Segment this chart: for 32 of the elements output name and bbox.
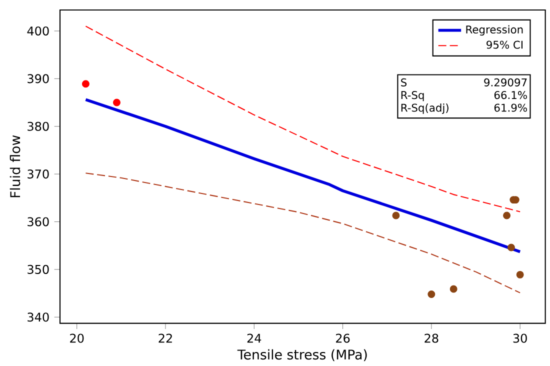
- point: [516, 270, 524, 278]
- point: [507, 244, 515, 252]
- y-tick-label: 390: [28, 74, 49, 84]
- x-tick-label: 20: [70, 334, 84, 343]
- x-tick-label: 22: [158, 334, 172, 343]
- point: [450, 285, 458, 293]
- annotation: S: [401, 78, 407, 86]
- y-tick-label: 350: [28, 264, 49, 274]
- x-tick-label: 24: [247, 334, 262, 343]
- annotation: 66.1%: [494, 91, 527, 100]
- annotation: R-Sq: [401, 91, 424, 102]
- y-tick-label: 340: [28, 312, 49, 322]
- legend-label: 95% CI: [486, 40, 522, 49]
- y-tick-label: 370: [28, 170, 49, 179]
- legend-label: Regression: [466, 25, 523, 36]
- x-axis-title: Tensile stress (MPa): [237, 349, 367, 362]
- y-tick-label: 360: [28, 217, 49, 226]
- point: [113, 98, 120, 106]
- x-tick-label: 30: [513, 334, 527, 343]
- y-axis-title: Fluid flow: [10, 135, 20, 198]
- annotation: R-Sq(adj): [401, 104, 448, 114]
- annotation: 9.29097: [484, 78, 527, 86]
- y-tick-label: 400: [27, 26, 49, 36]
- x-tick-label: 28: [424, 334, 438, 343]
- y-tick-label: 380: [28, 122, 49, 131]
- point: [392, 212, 400, 220]
- x-tick-label: 26: [336, 334, 350, 343]
- point: [82, 80, 90, 88]
- point: [503, 212, 511, 220]
- point: [428, 290, 436, 298]
- line-series: [85, 172, 521, 294]
- annotation: 61.9%: [494, 104, 527, 112]
